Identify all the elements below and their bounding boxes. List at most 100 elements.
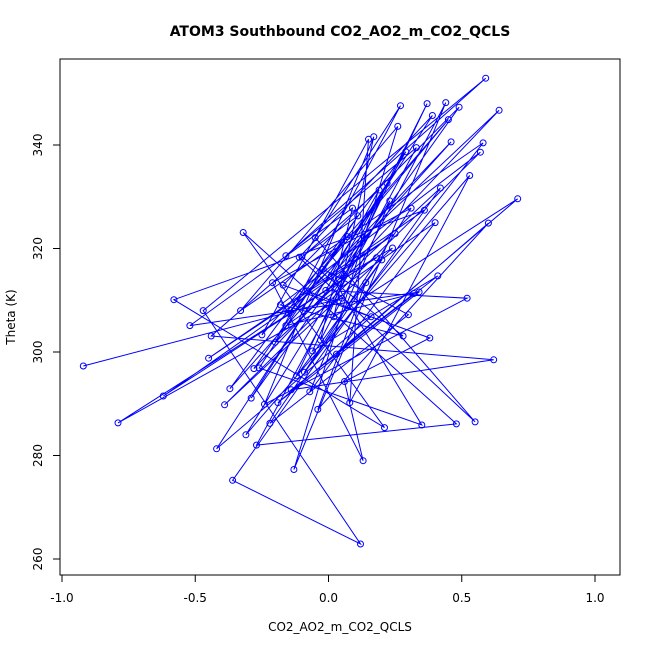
data-point bbox=[381, 424, 388, 432]
x-tick-label: -1.0 bbox=[50, 591, 73, 605]
data-point bbox=[330, 313, 338, 321]
data-point bbox=[317, 336, 324, 344]
data-point bbox=[277, 301, 284, 309]
data-point bbox=[341, 378, 348, 385]
data-point bbox=[237, 307, 245, 315]
data-point bbox=[242, 431, 250, 439]
data-point bbox=[431, 219, 439, 227]
data-point bbox=[402, 148, 410, 156]
x-tick-label: 0.0 bbox=[319, 591, 338, 605]
series-line bbox=[83, 77, 519, 546]
data-point bbox=[410, 290, 418, 297]
data-point bbox=[266, 419, 274, 427]
data-point bbox=[452, 420, 460, 428]
data-point bbox=[295, 253, 303, 261]
data-point bbox=[466, 172, 474, 179]
data-point bbox=[199, 307, 207, 315]
data-point bbox=[250, 365, 258, 373]
data-point bbox=[114, 419, 122, 427]
data-point bbox=[285, 309, 292, 317]
data-point bbox=[255, 364, 263, 372]
data-point bbox=[354, 212, 362, 220]
data-point bbox=[282, 252, 290, 260]
data-point bbox=[407, 204, 415, 212]
data-point bbox=[311, 234, 319, 242]
data-point bbox=[476, 148, 484, 156]
data-point bbox=[247, 394, 255, 402]
data-point bbox=[362, 279, 370, 287]
data-point bbox=[159, 392, 167, 400]
data-point bbox=[463, 294, 471, 302]
data-point bbox=[338, 294, 346, 302]
data-point bbox=[359, 457, 367, 465]
chart-title: ATOM3 Southbound CO2_AO2_m_CO2_QCLS bbox=[170, 24, 511, 40]
data-point bbox=[303, 287, 311, 295]
data-point bbox=[322, 286, 330, 294]
data-point bbox=[428, 112, 436, 119]
data-point bbox=[404, 311, 412, 319]
data-point bbox=[455, 103, 463, 111]
data-point bbox=[213, 445, 221, 453]
y-tick-label: 260 bbox=[31, 548, 45, 571]
data-point bbox=[271, 338, 279, 346]
data-point bbox=[482, 74, 490, 82]
plot-layer bbox=[79, 74, 522, 548]
data-point bbox=[479, 139, 487, 147]
data-point bbox=[221, 401, 229, 409]
data-point bbox=[471, 418, 479, 426]
data-point bbox=[357, 540, 364, 548]
data-point bbox=[436, 184, 444, 192]
x-axis-label: CO2_AO2_m_CO2_QCLS bbox=[268, 620, 412, 634]
data-point bbox=[412, 144, 420, 152]
data-point bbox=[314, 405, 322, 413]
data-point bbox=[397, 102, 404, 110]
data-point bbox=[418, 421, 426, 429]
data-point bbox=[253, 441, 260, 449]
data-point bbox=[434, 272, 442, 280]
data-point bbox=[282, 322, 290, 330]
data-point bbox=[394, 122, 402, 130]
data-point bbox=[349, 204, 356, 212]
data-point bbox=[269, 279, 276, 287]
data-point bbox=[319, 265, 327, 273]
y-axis: 260 280 300 320 340 bbox=[31, 134, 61, 571]
data-point bbox=[442, 99, 450, 107]
data-point bbox=[186, 322, 194, 330]
x-tick-label: 0.5 bbox=[452, 591, 471, 605]
data-point bbox=[335, 275, 343, 283]
y-tick-label: 320 bbox=[31, 237, 45, 260]
x-tick-label: -0.5 bbox=[184, 591, 207, 605]
data-point bbox=[287, 386, 295, 394]
data-point bbox=[423, 100, 431, 108]
data-point bbox=[293, 372, 300, 380]
data-point bbox=[346, 399, 354, 407]
data-point bbox=[447, 138, 455, 146]
data-point bbox=[343, 233, 351, 241]
data-point bbox=[333, 350, 340, 358]
data-point bbox=[514, 195, 522, 203]
data-point bbox=[301, 368, 308, 376]
data-point bbox=[365, 135, 372, 143]
data-point bbox=[367, 313, 375, 321]
data-point bbox=[327, 272, 335, 280]
x-tick-label: 1.0 bbox=[585, 591, 604, 605]
data-point bbox=[239, 229, 247, 236]
data-point bbox=[375, 186, 383, 194]
y-tick-label: 340 bbox=[31, 134, 45, 157]
data-point bbox=[205, 354, 213, 362]
data-point bbox=[309, 347, 316, 355]
y-tick-label: 300 bbox=[31, 341, 45, 364]
data-point bbox=[378, 256, 386, 264]
data-point bbox=[490, 356, 498, 364]
data-point bbox=[279, 281, 287, 289]
data-point bbox=[495, 106, 503, 114]
x-axis: -1.0 -0.5 0.0 0.5 1.0 bbox=[50, 574, 605, 605]
y-axis-label: Theta (K) bbox=[4, 289, 18, 345]
data-point bbox=[399, 332, 407, 340]
data-point bbox=[229, 476, 237, 484]
data-point bbox=[261, 400, 268, 408]
data-point bbox=[426, 334, 434, 342]
data-point bbox=[170, 296, 178, 304]
data-point bbox=[444, 116, 452, 124]
